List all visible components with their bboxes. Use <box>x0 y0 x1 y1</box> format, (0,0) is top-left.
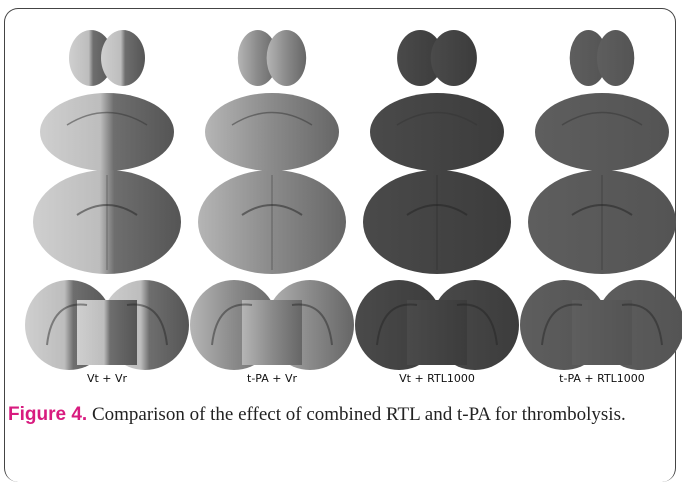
brain-slice <box>198 170 346 274</box>
brain-slice <box>535 93 669 171</box>
brain-detail <box>406 204 468 216</box>
brain-detail <box>396 111 478 126</box>
brain-slice <box>69 30 113 86</box>
brain-detail <box>46 303 168 346</box>
brain-slice <box>33 170 181 274</box>
caption-text: Comparison of the effect of combined RTL… <box>91 404 626 425</box>
figure-label: Figure 4. <box>8 404 88 425</box>
brain-slice <box>430 30 477 86</box>
brain-detail <box>561 111 643 126</box>
column-label: Vt + RTL1000 <box>399 372 475 385</box>
brain-detail <box>541 303 663 346</box>
brain-detail <box>241 204 303 216</box>
brain-slice <box>569 30 608 86</box>
brain-slice <box>77 300 137 365</box>
brain-slice <box>205 93 339 171</box>
brain-slice <box>397 30 444 86</box>
brain-detail <box>231 111 313 126</box>
column-label: t-PA + Vr <box>247 372 297 385</box>
brain-detail <box>76 204 138 216</box>
column-label: Vt + Vr <box>87 372 128 385</box>
brain-slice <box>370 93 504 171</box>
caption: Figure 4. Comparison of the effect of co… <box>8 400 670 430</box>
brain-slice <box>101 30 145 86</box>
brain-slice <box>528 170 676 274</box>
brain-slice <box>242 300 302 365</box>
brain-slice <box>40 93 174 171</box>
brain-slice <box>407 300 467 365</box>
brain-detail <box>66 111 148 126</box>
figure-frame <box>4 8 676 482</box>
brain-slice <box>572 300 632 365</box>
brain-detail <box>571 204 633 216</box>
brain-slice <box>596 30 635 86</box>
column-label: t-PA + RTL1000 <box>559 372 645 385</box>
brain-slice <box>266 30 307 86</box>
brain-detail <box>211 303 333 346</box>
figure-image: Vt + Vr t-PA + Vr Vt + RTL1000 t-PA + RTL10… <box>25 30 682 385</box>
brain-slice <box>363 170 511 274</box>
brain-detail <box>376 303 498 346</box>
brain-slice <box>237 30 278 86</box>
